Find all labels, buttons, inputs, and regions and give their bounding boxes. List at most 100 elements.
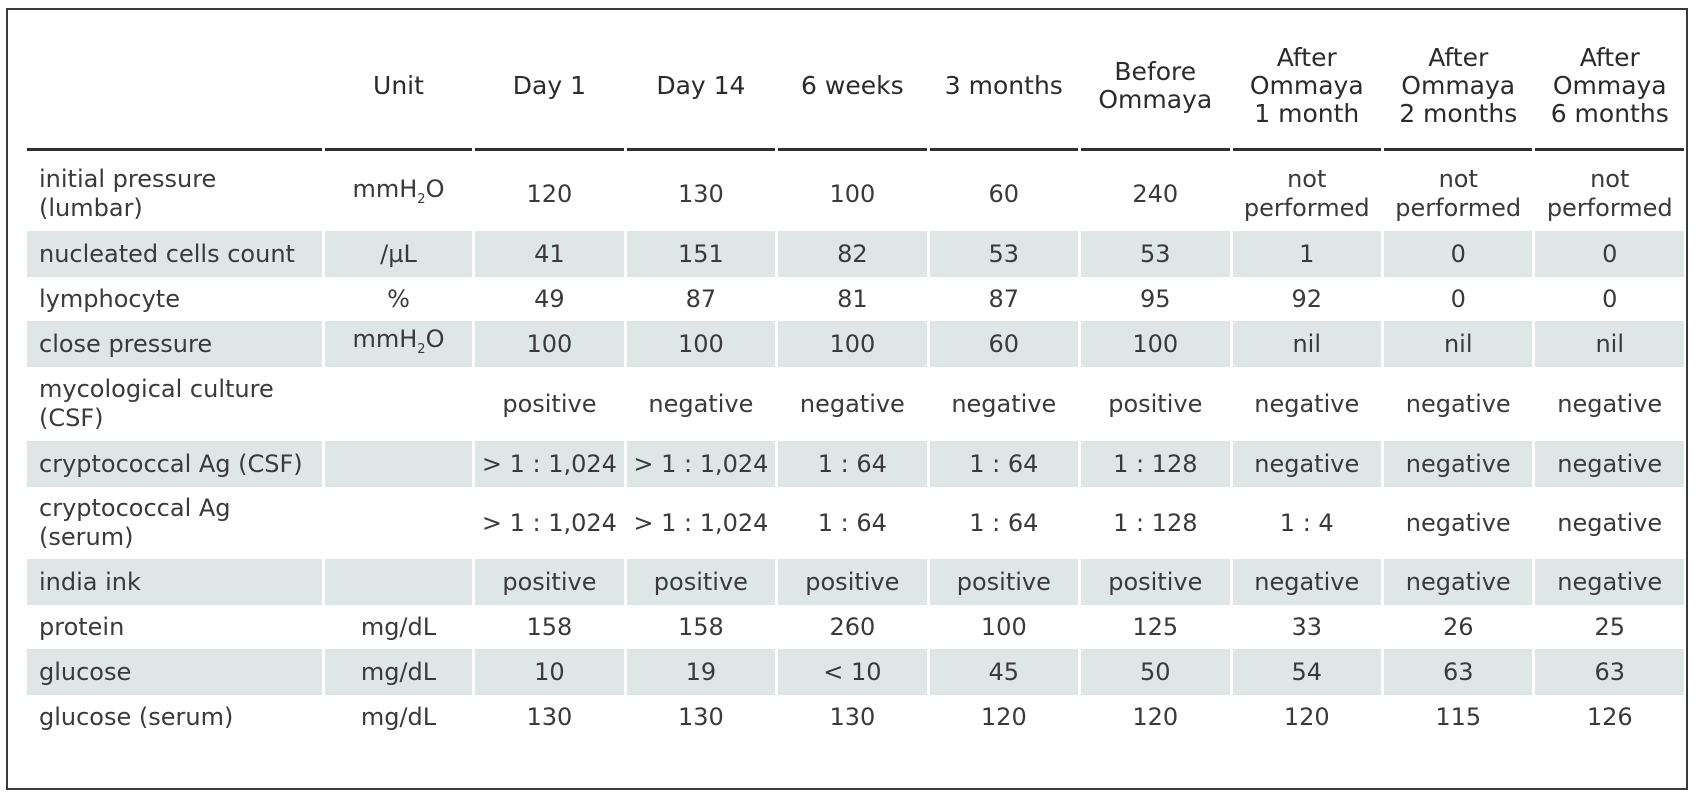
row-label: close pressure [27,321,322,367]
table-cell: negative [1535,487,1684,559]
table-cell: nil [1232,321,1381,367]
table-cell: 1 : 64 [778,441,927,487]
table-cell: > 1 : 1,024 [475,487,624,559]
unit-subscript: 2 [417,341,426,357]
table-cell: 81 [778,277,927,321]
table-cell: negative [1232,559,1381,605]
table-cell: 1 : 4 [1232,487,1381,559]
header-timepoint: After Ommaya 6 months [1535,24,1684,151]
table-cell: < 10 [778,649,927,695]
row-unit: mg/dL [324,649,473,695]
row-label: india ink [27,559,322,605]
table-cell: 130 [626,157,776,231]
table-cell: 49 [475,277,624,321]
table-row: glucose (serum) mg/dL 130 130 130 120 120 120 11… [27,695,1684,739]
row-label: lymphocyte [27,277,322,321]
table-cell: negative [1383,367,1533,441]
row-unit [324,559,473,605]
table-cell: negative [1232,441,1381,487]
table-cell: positive [1081,367,1230,441]
row-unit [324,441,473,487]
table-cell: negative [929,367,1079,441]
table-cell: 26 [1383,605,1533,649]
row-label: mycological culture (CSF) [27,367,322,441]
table-row: cryptococcal Ag (CSF) > 1 : 1,024 > 1 : 1,… [27,441,1684,487]
table-cell: 100 [929,605,1079,649]
table-row: lymphocyte% 49 87 81 87 95 92 0 0 [27,277,1684,321]
row-label: cryptococcal Ag (serum) [27,487,322,559]
row-unit: mmH2O [324,157,473,231]
table-cell: negative [1535,559,1684,605]
table-cell: positive [929,559,1079,605]
table-cell: negative [1535,367,1684,441]
table-cell: 151 [626,231,776,277]
table-cell: 50 [1081,649,1230,695]
row-unit: mmH2O [324,321,473,367]
table-cell: 63 [1383,649,1533,695]
table-cell: 0 [1383,277,1533,321]
unit-subscript: 2 [417,191,426,207]
table-cell: 87 [626,277,776,321]
table-cell: 100 [475,321,624,367]
table-cell: 45 [929,649,1079,695]
table-cell: negative [1383,559,1533,605]
table-cell: 63 [1535,649,1684,695]
header-unit: Unit [324,24,473,151]
table-frame: Unit Day 1 Day 14 6 weeks 3 months Before Omma… [6,8,1688,790]
table-cell: 130 [626,695,776,739]
table-cell: 1 : 64 [929,487,1079,559]
table-cell: 158 [626,605,776,649]
table-cell: 53 [1081,231,1230,277]
table-cell: negative [778,367,927,441]
row-unit [324,367,473,441]
table-cell: 120 [1232,695,1381,739]
table-cell: 54 [1232,649,1381,695]
row-unit: % [324,277,473,321]
csf-results-table: Unit Day 1 Day 14 6 weeks 3 months Before Omma… [24,24,1687,739]
table-cell: negative [1383,441,1533,487]
table-cell: 240 [1081,157,1230,231]
table-cell: 25 [1535,605,1684,649]
table-cell: negative [1232,367,1381,441]
table-cell: 0 [1535,277,1684,321]
table-cell: 33 [1232,605,1381,649]
table-cell: 0 [1535,231,1684,277]
header-timepoint: Before Ommaya [1081,24,1230,151]
table-row: initial pressure (lumbar) mmH2O 120 130 100 60… [27,157,1684,231]
table-cell: not performed [1383,157,1533,231]
table-cell: 126 [1535,695,1684,739]
table-cell: positive [778,559,927,605]
row-label: nucleated cells count [27,231,322,277]
row-label: glucose [27,649,322,695]
row-label: initial pressure (lumbar) [27,157,322,231]
table-cell: not performed [1535,157,1684,231]
header-timepoint: Day 1 [475,24,624,151]
table-cell: 19 [626,649,776,695]
table-cell: 120 [929,695,1079,739]
table-cell: 158 [475,605,624,649]
table-body: initial pressure (lumbar) mmH2O 120 130 100 60… [27,151,1684,739]
table-cell: 82 [778,231,927,277]
table-cell: 1 : 64 [929,441,1079,487]
table-cell: > 1 : 1,024 [626,487,776,559]
table-cell: nil [1535,321,1684,367]
header-blank [27,24,322,151]
header-timepoint: 3 months [929,24,1079,151]
table-cell: 100 [778,321,927,367]
table-cell: 260 [778,605,927,649]
table-cell: > 1 : 1,024 [626,441,776,487]
header-timepoint: After Ommaya 2 months [1383,24,1533,151]
table-row: close pressure mmH2O 100 100 100 60 100 nil nil n… [27,321,1684,367]
table-cell: positive [475,367,624,441]
table-cell: 130 [778,695,927,739]
table-cell: 100 [778,157,927,231]
table-cell: 125 [1081,605,1230,649]
table-row: mycological culture (CSF) positive negative… [27,367,1684,441]
row-unit [324,487,473,559]
table-row: india ink positive positive positive positiv… [27,559,1684,605]
table-cell: 95 [1081,277,1230,321]
table-cell: 120 [1081,695,1230,739]
table-cell: positive [475,559,624,605]
table-cell: 60 [929,321,1079,367]
table-cell: > 1 : 1,024 [475,441,624,487]
